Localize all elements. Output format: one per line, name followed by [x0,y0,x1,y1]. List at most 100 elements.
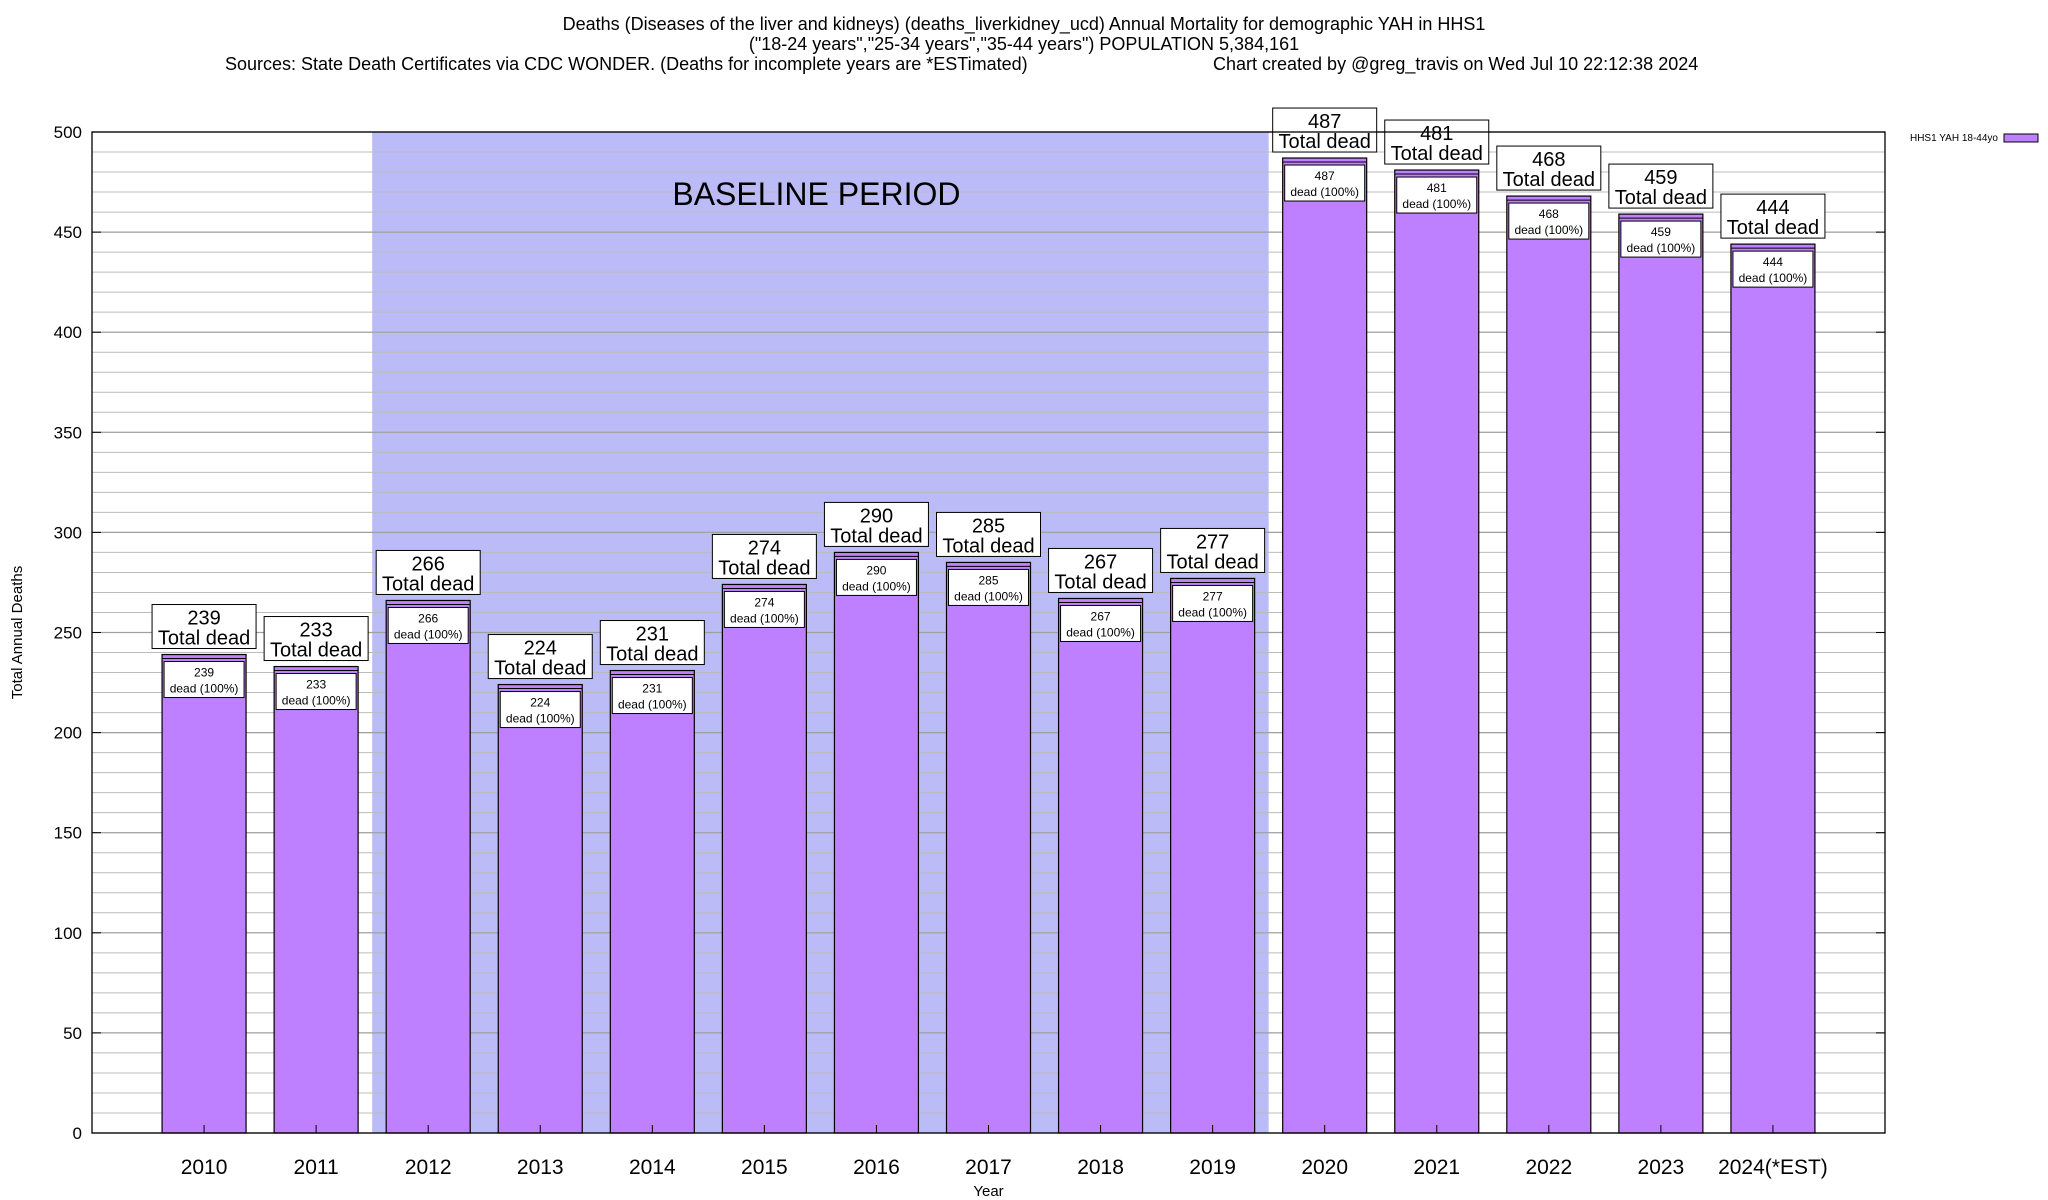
bar-inner-label-box [1172,584,1254,622]
bar-inner-label: dead (100%) [1739,271,1808,285]
bar-top-label-box [711,533,817,579]
legend-swatch [2003,133,2039,143]
y-tick-label: 250 [54,624,82,643]
y-tick-label: 100 [54,924,82,943]
bar-inner-label: dead (100%) [1066,625,1135,639]
bar [609,669,695,1134]
bar-inner-value: 233 [306,678,326,692]
bar-top-label: Total dead [830,525,922,547]
y-tick-label: 150 [54,824,82,843]
bar-top-label: Total dead [1279,131,1371,153]
y-tick-label: 450 [54,223,82,242]
bar-inner-value: 459 [1651,225,1671,239]
bar-inner-value: 444 [1763,255,1783,269]
bar-inner-value: 267 [1091,609,1111,623]
y-tick-label: 400 [54,323,82,342]
bar-inner-label-box [835,558,917,596]
bar-top-value: 274 [748,537,781,559]
bar-top-value: 459 [1644,167,1677,189]
bar-top-label-box [1048,547,1154,593]
bar-top-label-box [1608,163,1714,209]
bar-top-label-box [151,604,257,650]
bar-top-label: Total dead [494,658,586,680]
bar-top-value: 267 [1084,551,1117,573]
y-tick-label: 50 [63,1024,82,1043]
bar-top-value: 239 [187,608,220,630]
bar-inner-label: dead (100%) [1514,223,1583,237]
bar-top-label: Total dead [606,644,698,666]
bar-top-label: Total dead [1615,187,1707,209]
bar [161,653,247,1134]
bar-inner-value: 468 [1539,207,1559,221]
bar [1394,169,1480,1134]
bar-inner-label: dead (100%) [730,611,799,625]
bar-inner-label: dead (100%) [954,589,1023,603]
bar-inner-label: dead (100%) [1178,605,1247,619]
y-axis-label: Total Annual Deaths [9,566,26,699]
bar-top-label-box [487,634,593,680]
bar-inner-label-box [948,568,1029,606]
bar-top-label: Total dead [382,573,474,595]
bar-top-label-box [823,501,929,547]
y-tick-label: 0 [73,1124,82,1143]
x-tick-label: 2022 [1525,1156,1572,1179]
bar-inner-label-box [1284,164,1366,202]
bar-top-value: 444 [1756,197,1789,219]
bar-top-label: Total dead [1391,143,1483,165]
bar [273,665,359,1134]
bar-top-value: 233 [299,620,332,642]
x-tick-label: 2019 [1189,1156,1236,1179]
x-tick-label: 2017 [965,1156,1012,1179]
bar-inner-label-box [387,606,469,644]
bar-top-label-box [599,620,705,666]
bar-inner-value: 487 [1315,169,1335,183]
x-tick-label: 2023 [1638,1156,1685,1179]
x-tick-label: 2015 [741,1156,788,1179]
chart-title: Deaths (Diseases of the liver and kidney… [562,14,1486,34]
x-tick-label: 2020 [1301,1156,1348,1179]
bar-inner-label-box [723,590,805,628]
x-tick-label: 2013 [517,1156,564,1179]
bar-inner-label: dead (100%) [1290,185,1359,199]
bar-top-label-box [936,511,1041,557]
bar-top-value: 285 [972,515,1005,537]
bar-top-value: 224 [524,638,557,660]
bar-inner-label: dead (100%) [1627,241,1696,255]
bar-inner-value: 285 [978,573,998,587]
bar-inner-label: dead (100%) [842,579,911,593]
bar [1282,157,1368,1134]
bar-top-value: 290 [860,505,893,527]
bar-top-value: 481 [1420,123,1453,145]
bar-inner-label: dead (100%) [394,627,463,641]
bar-top-label-box [1384,119,1490,165]
y-tick-label: 500 [54,123,82,142]
bar-inner-label: dead (100%) [1402,197,1471,211]
bar-top-value: 277 [1196,531,1229,553]
legend-label: HHS1 YAH 18-44yo [1910,133,1998,144]
bar-inner-label-box [1732,250,1814,288]
bar-top-label: Total dead [158,628,250,650]
bar-top-label: Total dead [1727,217,1819,239]
bar-top-label-box [375,549,481,595]
bar [1057,597,1144,1134]
bar-top-label-box [1160,527,1266,573]
bar-top-label: Total dead [942,535,1034,557]
bar-inner-label-box [499,691,581,729]
bar [721,583,807,1134]
bar-top-value: 487 [1308,111,1341,133]
bar-inner-value: 224 [530,696,550,710]
bar-inner-value: 481 [1427,181,1447,195]
bar-inner-label-box [163,661,245,699]
bar-top-label-box [1496,145,1602,191]
x-tick-label: 2011 [294,1156,339,1179]
bar [945,561,1032,1134]
bar-inner-label-box [611,677,693,715]
chart-sources: Sources: State Death Certificates via CD… [225,54,1028,74]
bar-inner-label-box [1396,176,1478,214]
bar-inner-label-box [1508,202,1590,240]
bar [1618,213,1704,1134]
x-tick-label: 2018 [1077,1156,1124,1179]
bar-top-label: Total dead [1503,169,1595,191]
bar-inner-value: 274 [754,595,774,609]
